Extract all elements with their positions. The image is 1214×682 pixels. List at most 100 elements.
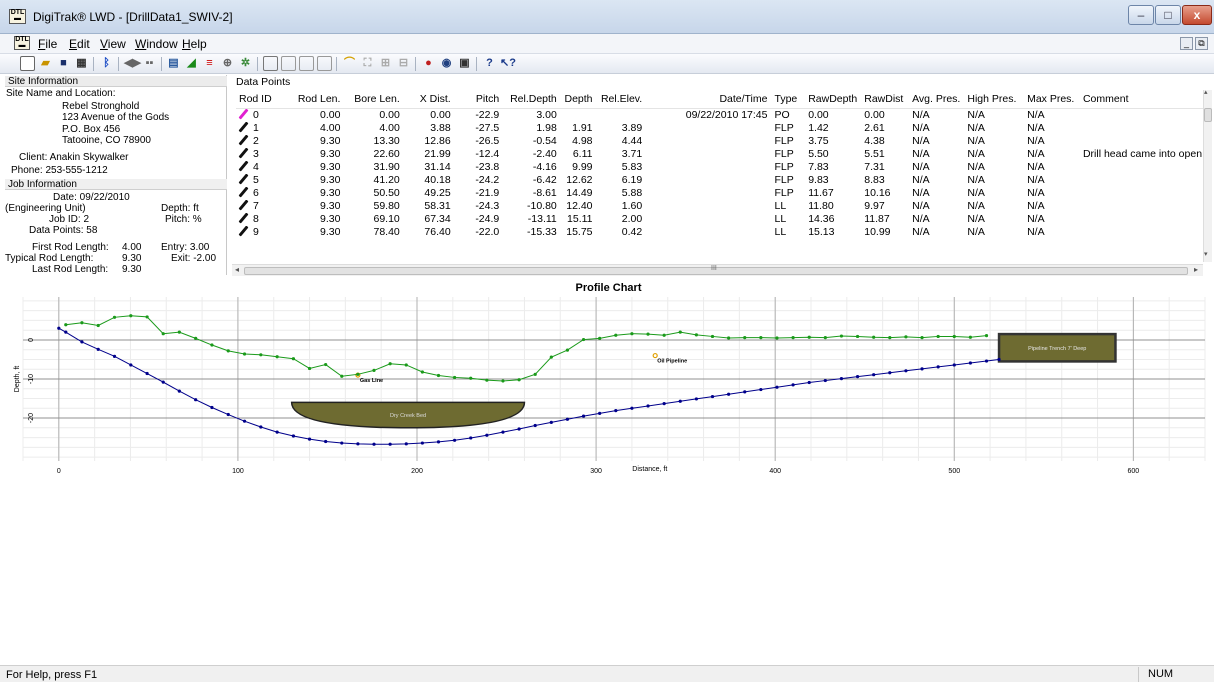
column-header[interactable]: Max Pres. (1024, 91, 1080, 109)
table-cell: FLP (774, 147, 794, 160)
table-cell: 6 (236, 187, 293, 200)
column-header[interactable]: Rod ID (236, 91, 293, 109)
menu-view[interactable]: View (100, 37, 126, 51)
print-setup-icon[interactable]: ◉ (441, 57, 452, 69)
table-cell: 14.36 (808, 212, 835, 225)
column-header[interactable]: Avg. Pres. (909, 91, 965, 109)
profile-left-icon[interactable]: ◀▶ (124, 57, 141, 69)
bluetooth-icon[interactable]: ᛒ (103, 57, 110, 69)
scroll-down-arrow[interactable]: ▾ (1204, 251, 1208, 258)
rod-id: 4 (253, 160, 259, 173)
report-icon[interactable]: ▤ (168, 57, 179, 69)
table-row[interactable]: 0 0.00 0.00 0.00 -22.9 3.00 09/22/2010 17:45 PO… (236, 108, 1212, 122)
mdi-minimize-button[interactable]: _ (1180, 37, 1193, 50)
grid-icon[interactable]: ▦ (76, 57, 87, 69)
column-header[interactable]: Rel.Depth (503, 91, 561, 109)
table-cell: 1.42 (808, 121, 829, 134)
table-cell: -8.61 (532, 186, 557, 199)
menu-file[interactable]: File (38, 37, 58, 51)
data-point (662, 333, 666, 337)
table-cell: 31.90 (373, 160, 400, 173)
table-cell (646, 200, 771, 213)
data-point (984, 359, 989, 363)
table-cell: N/A (1027, 134, 1045, 147)
column-header[interactable]: Rel.Elev. (596, 91, 647, 109)
column-header[interactable]: Comment (1079, 91, 1212, 109)
open-icon[interactable]: ▰ (41, 57, 50, 69)
entry-pitch: Entry: 3.00 (161, 242, 210, 253)
column-header[interactable]: Pitch (454, 91, 504, 109)
mdi-restore-button[interactable]: ⧉ (1195, 37, 1208, 50)
column-header[interactable]: Date/Time (646, 91, 772, 109)
vertical-scroll-thumb[interactable] (1204, 108, 1212, 122)
data-point (420, 441, 424, 445)
profile-chart-plot[interactable]: 0 100 200 300 400 500 600 0 -10 -20 Distance, ft De… (5, 279, 1212, 474)
data-point (952, 334, 956, 339)
table-cell (646, 213, 771, 226)
panel1-icon[interactable] (263, 56, 278, 71)
table-row[interactable]: 5 9.30 41.20 40.18 -24.2 -6.42 12.62 6.19 FLP 9.8… (236, 174, 1212, 187)
table-cell (646, 135, 771, 148)
settings-icon[interactable]: ✲ (240, 57, 251, 69)
table-vertical-scrollbar[interactable]: ▴ ▾ (1203, 89, 1212, 262)
bar-icon[interactable]: ≡ (206, 57, 213, 69)
menu-help[interactable]: Help (182, 37, 207, 51)
column-header[interactable]: X Dist. (403, 91, 455, 109)
data-point (614, 409, 618, 413)
save-icon[interactable]: ■ (60, 57, 67, 69)
table-cell: N/A (967, 225, 985, 238)
profile-chart[interactable]: Profile Chart 0 100 200 300 400 500 600 0 -10 -20… (5, 279, 1212, 474)
target-icon[interactable]: ⊕ (222, 57, 233, 69)
series-line (58, 327, 1000, 445)
profile-right-icon[interactable]: ▪▪ (145, 57, 154, 69)
scroll-right-arrow[interactable]: ▸ (1194, 265, 1199, 274)
column-header[interactable]: Type (771, 91, 806, 109)
table-row[interactable]: 9 9.30 78.40 76.40 -22.0 -15.33 15.75 0.42 LL 15.… (236, 226, 1212, 239)
table-row[interactable]: 8 9.30 69.10 67.34 -24.9 -13.11 15.11 2.00 LL 14.… (236, 213, 1212, 226)
table-cell (1080, 200, 1212, 213)
table-horizontal-scrollbar[interactable]: ◂ III ▸ (232, 264, 1203, 276)
table-row[interactable]: 6 9.30 50.50 49.25 -21.9 -8.61 14.49 5.88 FLP 11.… (236, 187, 1212, 200)
panel2-icon[interactable] (281, 56, 296, 71)
new-icon[interactable] (20, 56, 35, 71)
data-point (340, 441, 344, 445)
zoom-fit-icon[interactable]: ⛶ (363, 57, 372, 69)
table-row[interactable]: 2 9.30 13.30 12.86 -26.5 -0.54 4.98 4.44 FLP 3.75… (236, 135, 1212, 148)
site-info-panel: Site Information Site Name and Location:… (5, 75, 227, 275)
document-icon[interactable]: DTL ▬ (14, 36, 30, 50)
plot-icon[interactable]: ◢ (187, 57, 196, 69)
menu-window[interactable]: Window (135, 37, 178, 51)
arch-icon[interactable]: ⌒ (344, 57, 355, 69)
column-header[interactable]: Depth (560, 91, 597, 109)
horizontal-scroll-thumb[interactable]: III (244, 265, 1188, 275)
column-header[interactable]: RawDepth (805, 91, 862, 109)
table-row[interactable]: 1 4.00 4.00 3.88 -27.5 1.98 1.91 3.89 FLP 1.42 2.6… (236, 122, 1212, 135)
close-button[interactable]: x (1182, 5, 1212, 25)
zoom-out-icon[interactable]: ⊟ (398, 57, 409, 69)
print-icon[interactable]: ▣ (459, 57, 470, 69)
column-header[interactable]: Bore Len. (344, 91, 404, 109)
table-row[interactable]: 7 9.30 59.80 58.31 -24.3 -10.80 12.40 1.60 LL 11.… (236, 200, 1212, 213)
panel3-icon[interactable] (299, 56, 314, 71)
minimize-button[interactable]: – (1128, 5, 1154, 25)
zoom-in-icon[interactable]: ⊞ (380, 57, 391, 69)
context-help-icon[interactable]: ↖? (500, 57, 516, 69)
table-cell: N/A (967, 199, 985, 212)
data-point (839, 334, 844, 338)
menu-edit[interactable]: Edit (69, 37, 90, 51)
panel4-icon[interactable] (317, 56, 332, 71)
table-cell: 21.99 (424, 147, 451, 160)
help-icon[interactable]: ? (486, 57, 493, 69)
column-header[interactable]: RawDist (861, 91, 910, 109)
table-cell: -0.54 (532, 134, 557, 147)
scroll-left-arrow[interactable]: ◂ (235, 265, 240, 274)
column-header[interactable]: Rod Len. (292, 91, 345, 109)
scroll-up-arrow[interactable]: ▴ (1204, 89, 1208, 96)
table-row[interactable]: 3 9.30 22.60 21.99 -12.4 -2.40 6.11 3.71 FLP 5.50… (236, 148, 1212, 161)
maximize-button[interactable]: □ (1155, 5, 1181, 25)
print-preview-icon[interactable]: ● (425, 57, 432, 69)
table-cell: 12.62 (566, 173, 593, 186)
table-cell: 14.49 (566, 186, 593, 199)
column-header[interactable]: High Pres. (964, 91, 1025, 109)
table-row[interactable]: 4 9.30 31.90 31.14 -23.8 -4.16 9.99 5.83 FLP 7.83… (236, 161, 1212, 174)
